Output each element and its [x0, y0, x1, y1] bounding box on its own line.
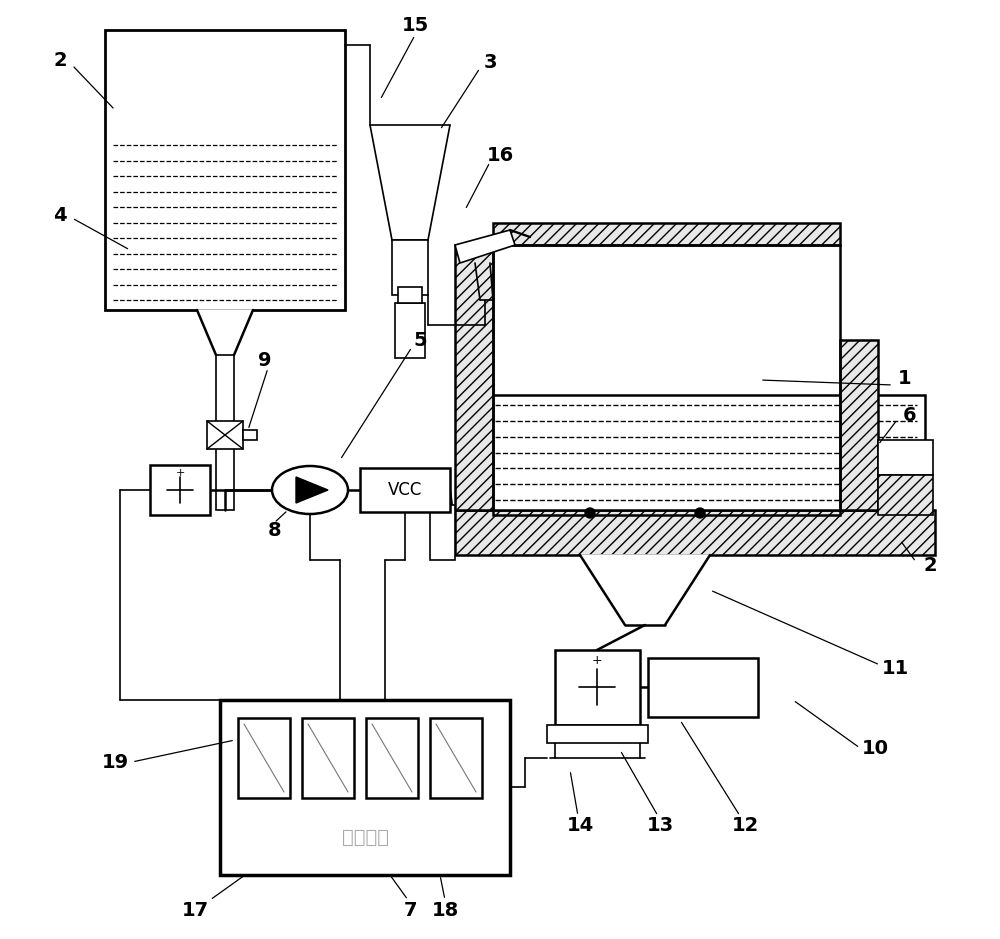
Bar: [493, 245, 840, 515]
Text: 11: 11: [881, 658, 909, 678]
Circle shape: [695, 508, 705, 518]
Bar: [150, 465, 210, 515]
Bar: [493, 223, 840, 245]
Ellipse shape: [272, 466, 348, 514]
Text: +: +: [592, 654, 602, 667]
Circle shape: [585, 508, 595, 518]
Text: 2: 2: [923, 556, 937, 575]
Bar: [366, 718, 418, 798]
Text: 10: 10: [862, 738, 889, 758]
Text: 6: 6: [903, 406, 917, 424]
Text: 2: 2: [53, 51, 67, 69]
Text: 18: 18: [431, 901, 459, 919]
Bar: [207, 421, 243, 449]
Text: 15: 15: [401, 16, 429, 35]
Bar: [878, 475, 933, 515]
Text: 控制单元: 控制单元: [342, 827, 389, 846]
Bar: [302, 718, 354, 798]
Bar: [398, 287, 422, 303]
Text: 7: 7: [403, 901, 417, 919]
Text: 1: 1: [898, 368, 912, 388]
Text: 5: 5: [413, 331, 427, 349]
Polygon shape: [370, 125, 450, 240]
Bar: [243, 430, 257, 440]
Bar: [430, 505, 455, 560]
Text: 12: 12: [731, 815, 759, 835]
Bar: [547, 725, 648, 743]
Text: 14: 14: [566, 815, 594, 835]
Text: 16: 16: [486, 146, 514, 164]
Bar: [465, 395, 925, 510]
Text: 3: 3: [483, 53, 497, 71]
Bar: [216, 355, 234, 510]
Bar: [430, 718, 482, 798]
Bar: [395, 303, 425, 358]
Text: +: +: [175, 468, 185, 478]
Text: 17: 17: [181, 901, 209, 919]
Bar: [555, 650, 640, 725]
Bar: [392, 240, 428, 295]
Bar: [455, 245, 493, 510]
Bar: [360, 468, 450, 512]
Polygon shape: [197, 310, 253, 355]
Text: 8: 8: [268, 520, 282, 540]
Bar: [648, 658, 758, 717]
Polygon shape: [455, 230, 515, 263]
Bar: [878, 440, 933, 475]
Text: 9: 9: [258, 350, 272, 370]
Bar: [220, 700, 510, 875]
Bar: [105, 30, 345, 310]
Text: 4: 4: [53, 206, 67, 224]
Bar: [455, 510, 935, 555]
Polygon shape: [296, 477, 328, 503]
Bar: [238, 718, 290, 798]
Polygon shape: [580, 555, 710, 625]
Text: 19: 19: [101, 752, 129, 772]
Text: 13: 13: [646, 815, 674, 835]
Bar: [840, 340, 878, 510]
Text: VCC: VCC: [388, 481, 422, 499]
